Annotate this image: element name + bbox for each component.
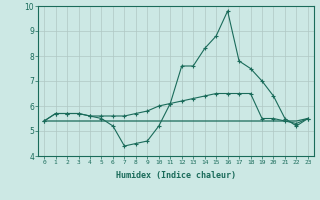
X-axis label: Humidex (Indice chaleur): Humidex (Indice chaleur) — [116, 171, 236, 180]
